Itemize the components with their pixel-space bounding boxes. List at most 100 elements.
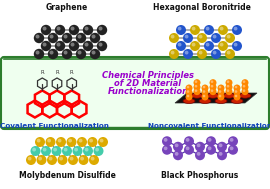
Text: Noncovalent Functionalization: Noncovalent Functionalization <box>148 123 270 129</box>
Circle shape <box>225 49 235 59</box>
Circle shape <box>218 41 228 51</box>
Circle shape <box>47 139 51 143</box>
Circle shape <box>85 148 89 152</box>
Circle shape <box>234 84 241 91</box>
Circle shape <box>187 86 189 88</box>
Circle shape <box>195 150 205 160</box>
Circle shape <box>243 80 245 83</box>
Circle shape <box>211 80 213 83</box>
Circle shape <box>175 143 178 147</box>
Text: Chemical Principles: Chemical Principles <box>102 71 194 81</box>
Circle shape <box>185 89 193 96</box>
Circle shape <box>211 33 221 43</box>
Circle shape <box>83 146 93 156</box>
Circle shape <box>206 27 210 30</box>
Circle shape <box>210 79 217 86</box>
Ellipse shape <box>223 93 235 98</box>
Circle shape <box>57 43 60 46</box>
Circle shape <box>62 49 72 59</box>
Circle shape <box>48 49 58 59</box>
Ellipse shape <box>231 98 243 104</box>
Circle shape <box>77 51 82 54</box>
Circle shape <box>69 41 79 51</box>
Circle shape <box>185 51 188 54</box>
Circle shape <box>93 146 103 156</box>
Circle shape <box>217 142 227 152</box>
Circle shape <box>34 33 44 43</box>
Circle shape <box>100 139 103 143</box>
Circle shape <box>52 146 62 156</box>
Circle shape <box>213 51 217 54</box>
Circle shape <box>173 142 183 152</box>
Circle shape <box>92 51 96 54</box>
Circle shape <box>204 41 214 51</box>
Circle shape <box>219 95 221 97</box>
Circle shape <box>206 145 216 155</box>
Circle shape <box>69 25 79 35</box>
Circle shape <box>208 138 211 142</box>
Circle shape <box>187 95 189 97</box>
Circle shape <box>225 84 232 91</box>
Circle shape <box>234 43 238 46</box>
FancyBboxPatch shape <box>1 57 269 129</box>
Circle shape <box>197 49 207 59</box>
Circle shape <box>227 85 229 88</box>
Circle shape <box>210 84 217 91</box>
Circle shape <box>171 51 174 54</box>
Circle shape <box>59 157 63 160</box>
Text: Graphene: Graphene <box>46 3 88 12</box>
Ellipse shape <box>207 93 219 98</box>
Circle shape <box>173 150 183 160</box>
Circle shape <box>164 146 167 150</box>
Circle shape <box>76 49 86 59</box>
Circle shape <box>162 145 172 155</box>
Circle shape <box>219 143 222 147</box>
Circle shape <box>232 41 242 51</box>
Circle shape <box>95 148 99 152</box>
Ellipse shape <box>239 93 251 98</box>
Circle shape <box>68 139 72 143</box>
Circle shape <box>55 41 65 51</box>
Circle shape <box>183 49 193 59</box>
Circle shape <box>50 51 53 54</box>
Circle shape <box>73 146 83 156</box>
Circle shape <box>203 86 205 88</box>
Circle shape <box>201 89 208 96</box>
Circle shape <box>227 80 229 83</box>
Circle shape <box>68 155 78 165</box>
Circle shape <box>194 84 201 91</box>
Circle shape <box>218 25 228 35</box>
Circle shape <box>162 136 172 146</box>
Circle shape <box>99 27 103 30</box>
Circle shape <box>90 49 100 59</box>
Circle shape <box>53 148 57 152</box>
Circle shape <box>70 27 75 30</box>
Circle shape <box>98 137 108 147</box>
Text: Functionalization: Functionalization <box>107 88 188 97</box>
Text: R: R <box>40 70 44 75</box>
Circle shape <box>175 152 178 156</box>
Circle shape <box>63 35 68 39</box>
Circle shape <box>197 143 201 147</box>
Text: Covalent Functionalization: Covalent Functionalization <box>1 123 110 129</box>
Circle shape <box>97 41 107 51</box>
Circle shape <box>241 84 248 91</box>
Circle shape <box>85 43 89 46</box>
Circle shape <box>164 138 167 142</box>
Circle shape <box>66 137 76 147</box>
Circle shape <box>77 35 82 39</box>
Circle shape <box>225 33 235 43</box>
Circle shape <box>194 79 201 86</box>
Circle shape <box>241 88 248 95</box>
Circle shape <box>97 25 107 35</box>
Circle shape <box>178 27 181 30</box>
Circle shape <box>192 43 195 46</box>
Circle shape <box>204 25 214 35</box>
Circle shape <box>230 146 234 150</box>
Circle shape <box>218 94 224 101</box>
Circle shape <box>195 142 205 152</box>
Circle shape <box>55 25 65 35</box>
Circle shape <box>194 88 201 95</box>
Circle shape <box>232 25 242 35</box>
Circle shape <box>79 139 83 143</box>
